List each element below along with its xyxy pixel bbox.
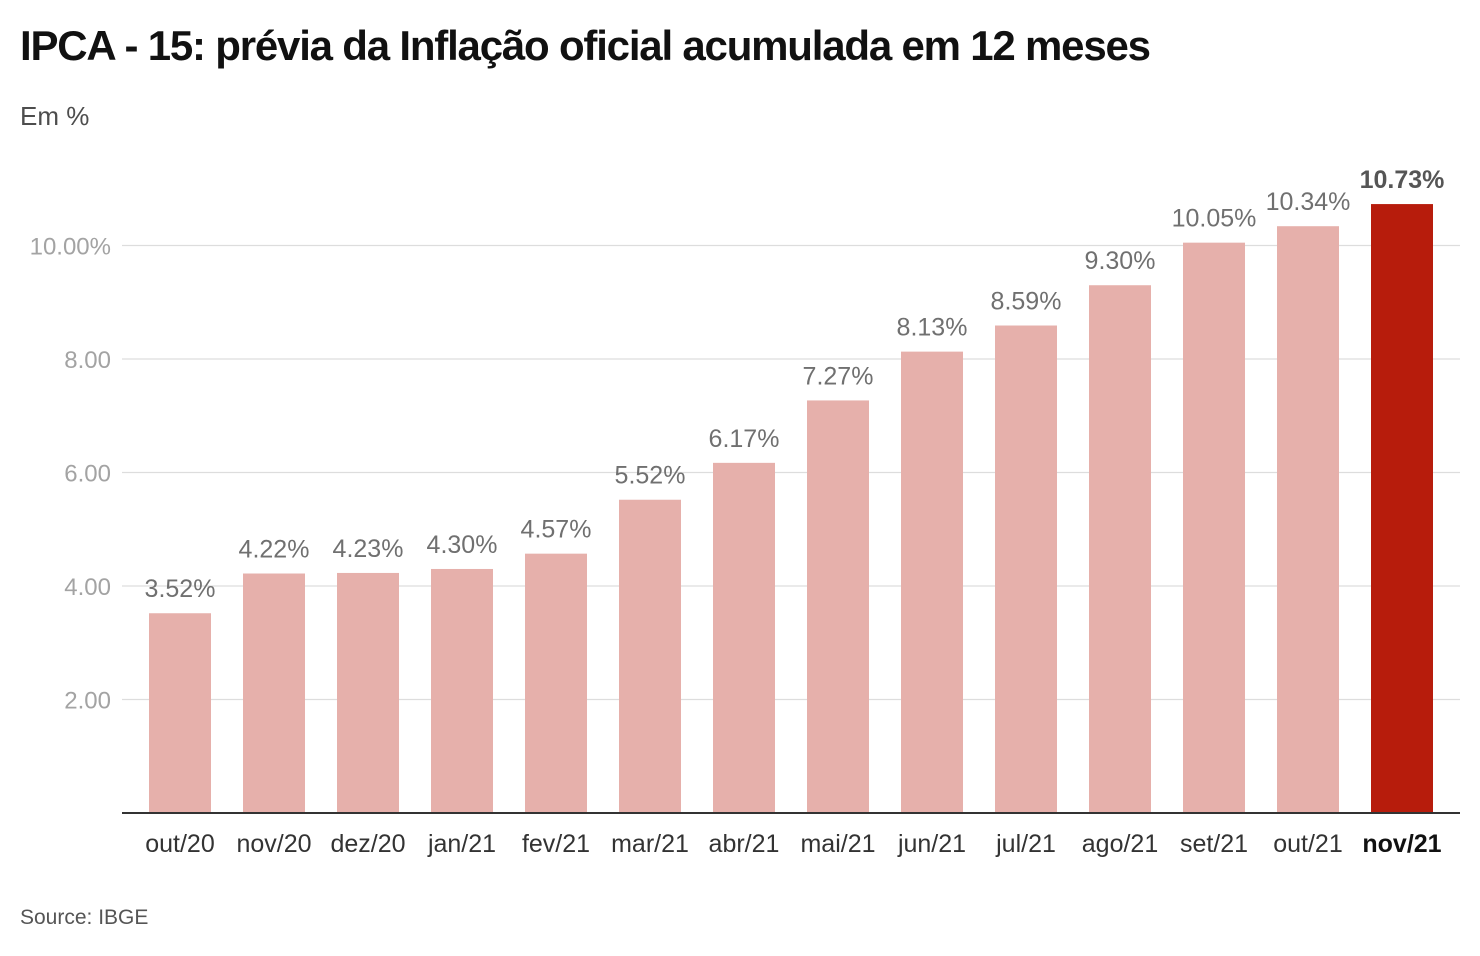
bar	[901, 351, 963, 813]
y-tick-label: 6.00	[64, 461, 111, 488]
bar	[1183, 242, 1245, 814]
bar	[995, 325, 1057, 813]
x-tick-label: ago/21	[1082, 830, 1158, 858]
bar	[1371, 204, 1433, 813]
data-label: 7.27%	[803, 362, 874, 390]
x-tick-label: mai/21	[800, 830, 875, 858]
bar	[431, 568, 493, 813]
x-tick-label: mar/21	[611, 830, 689, 858]
data-labels: 3.52% 4.22% 4.23% 4.30% 4.57% 5.52% 6.17% 7.27%…	[145, 166, 1445, 603]
x-tick-label: nov/21	[1362, 830, 1441, 858]
data-label: 10.05%	[1172, 205, 1257, 233]
data-label: 4.30%	[427, 531, 498, 559]
data-label: 4.22%	[239, 536, 310, 564]
x-tick-label: jul/21	[995, 830, 1056, 858]
bars	[149, 204, 1433, 814]
source-note: Source: IBGE	[20, 906, 149, 929]
bar-chart: 2.00 4.00 6.00 8.00 10.00% 3.52% 4.22% 4.23% 4.…	[30, 166, 1460, 858]
data-label: 8.59%	[991, 288, 1062, 316]
y-tick-label: 10.00%	[30, 234, 111, 261]
x-axis-ticks: out/20 nov/20 dez/20 jan/21 fev/21 mar/21 abr/…	[145, 830, 1441, 858]
x-tick-label: fev/21	[522, 830, 590, 858]
bar	[337, 572, 399, 813]
x-tick-label: jan/21	[427, 830, 496, 858]
x-tick-label: jun/21	[897, 830, 966, 858]
data-label: 6.17%	[709, 425, 780, 453]
x-tick-label: abr/21	[709, 830, 780, 858]
x-tick-label: nov/20	[236, 830, 311, 858]
chart-subtitle: Em %	[20, 101, 90, 131]
y-axis-ticks: 2.00 4.00 6.00 8.00 10.00%	[30, 234, 111, 715]
data-label: 3.52%	[145, 575, 216, 603]
data-label: 9.30%	[1085, 247, 1156, 275]
data-label: 10.34%	[1266, 188, 1351, 216]
bar	[619, 499, 681, 813]
bar	[525, 553, 587, 813]
y-tick-label: 4.00	[64, 574, 111, 601]
x-tick-label: dez/20	[330, 830, 405, 858]
gridlines	[122, 244, 1460, 701]
x-tick-label: out/20	[145, 830, 215, 858]
y-tick-label: 2.00	[64, 688, 111, 715]
bar	[149, 613, 211, 813]
bar	[713, 462, 775, 813]
bar	[243, 573, 305, 813]
x-tick-label: out/21	[1273, 830, 1343, 858]
bar	[807, 400, 869, 813]
data-label: 8.13%	[897, 314, 968, 342]
data-label: 5.52%	[615, 462, 686, 490]
bar	[1277, 226, 1339, 813]
bar	[1089, 285, 1151, 814]
chart-title: IPCA - 15: prévia da Inflação oficial ac…	[20, 22, 1151, 69]
y-tick-label: 8.00	[64, 347, 111, 374]
data-label: 4.23%	[333, 535, 404, 563]
x-tick-label: set/21	[1180, 830, 1248, 858]
data-label: 10.73%	[1360, 166, 1445, 194]
data-label: 4.57%	[521, 516, 592, 544]
